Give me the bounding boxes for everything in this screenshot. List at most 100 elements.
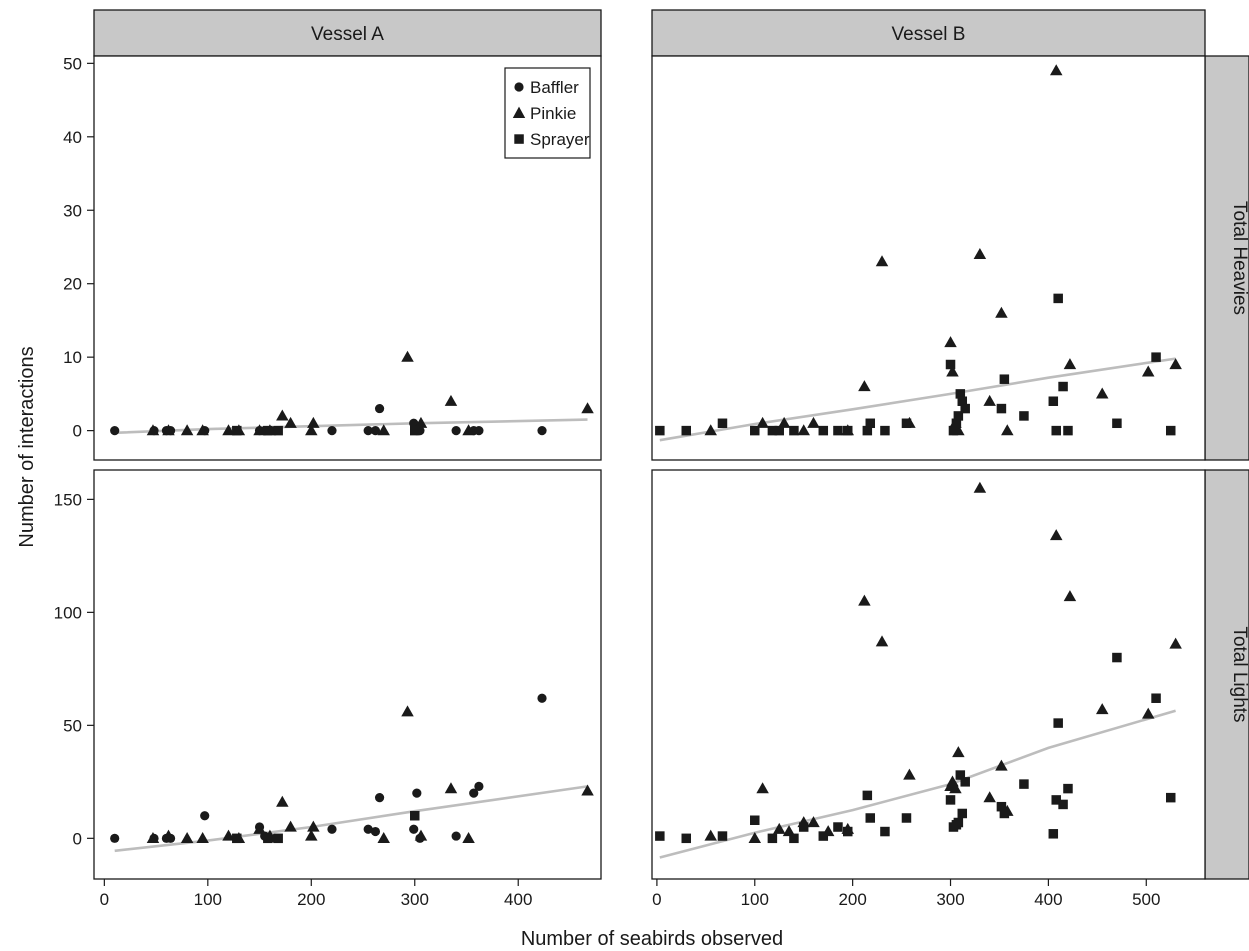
strip-label-vessel-b: Vessel B bbox=[892, 24, 966, 45]
point-vessel-b-total-lights-sprayer-8 bbox=[833, 822, 843, 832]
point-vessel-b-total-lights-pinkie-17 bbox=[983, 791, 996, 803]
point-vessel-b-total-lights-pinkie-10 bbox=[875, 635, 889, 647]
point-vessel-b-total-lights-pinkie-9 bbox=[858, 594, 871, 606]
point-vessel-a-total-heavies-pinkie-12 bbox=[377, 424, 390, 436]
x-tick-label-vessel-a-total-lights-300: 300 bbox=[401, 890, 429, 909]
point-vessel-b-total-lights-sprayer-1 bbox=[681, 833, 692, 844]
point-vessel-b-total-heavies-pinkie-7 bbox=[875, 255, 889, 267]
point-vessel-b-total-heavies-sprayer-4 bbox=[767, 425, 778, 436]
point-vessel-b-total-lights-sprayer-26 bbox=[1053, 718, 1063, 728]
point-vessel-b-total-heavies-sprayer-0 bbox=[655, 425, 665, 436]
point-vessel-a-total-lights-pinkie-11 bbox=[307, 820, 320, 832]
point-vessel-a-total-lights-pinkie-0 bbox=[146, 831, 160, 843]
x-axis-title: Number of seabirds observed bbox=[521, 928, 783, 950]
point-vessel-a-total-lights-pinkie-12 bbox=[377, 831, 390, 843]
strip-label-total-heavies: Total Heavies bbox=[1229, 201, 1249, 315]
point-vessel-a-total-heavies-pinkie-0 bbox=[146, 424, 160, 436]
y-axis-title: Number of interactions bbox=[16, 346, 38, 547]
strip-vessel-b bbox=[651, 9, 1206, 57]
point-vessel-b-total-lights-sprayer-18 bbox=[955, 770, 966, 780]
point-vessel-a-total-lights-pinkie-2 bbox=[180, 831, 194, 843]
point-vessel-b-total-lights-sprayer-0 bbox=[655, 831, 665, 841]
point-vessel-a-total-lights-baffler-15 bbox=[451, 831, 461, 841]
point-vessel-a-total-lights-sprayer-3 bbox=[410, 810, 420, 821]
point-vessel-b-total-heavies-pinkie-18 bbox=[1063, 358, 1077, 370]
point-vessel-a-total-lights-pinkie-15 bbox=[444, 782, 458, 794]
y-tick-label-vessel-a-total-lights-100: 100 bbox=[54, 603, 82, 622]
point-vessel-a-total-lights-baffler-11 bbox=[374, 793, 385, 803]
point-vessel-b-total-heavies-sprayer-13 bbox=[901, 418, 912, 429]
point-vessel-a-total-lights-pinkie-16 bbox=[462, 831, 475, 843]
point-vessel-b-total-heavies-sprayer-1 bbox=[681, 425, 692, 436]
point-vessel-b-total-heavies-pinkie-21 bbox=[1169, 358, 1182, 370]
point-vessel-a-total-lights-pinkie-8 bbox=[276, 795, 289, 807]
point-vessel-a-total-heavies-pinkie-4 bbox=[222, 424, 235, 436]
point-vessel-a-total-lights-sprayer-2 bbox=[273, 833, 283, 844]
point-vessel-a-total-lights-sprayer-1 bbox=[263, 833, 273, 844]
point-vessel-b-total-heavies-pinkie-3 bbox=[797, 424, 810, 436]
point-vessel-b-total-lights-pinkie-15 bbox=[952, 746, 965, 758]
point-vessel-a-total-heavies-pinkie-6 bbox=[253, 424, 266, 436]
point-vessel-b-total-heavies-sprayer-26 bbox=[1053, 293, 1063, 304]
trend-line-vessel-b-total-lights bbox=[659, 709, 1176, 859]
point-vessel-b-total-heavies-pinkie-15 bbox=[995, 306, 1008, 318]
point-vessel-b-total-lights-pinkie-23 bbox=[1141, 707, 1155, 719]
y-tick-label-vessel-a-total-heavies-40: 40 bbox=[63, 128, 82, 147]
point-vessel-b-total-heavies-sprayer-5 bbox=[774, 425, 784, 436]
legend: Baffler Pinkie Sprayer bbox=[504, 67, 591, 159]
y-tick-label-vessel-a-total-lights-150: 150 bbox=[54, 490, 82, 509]
point-vessel-b-total-lights-sprayer-23 bbox=[1019, 779, 1029, 789]
point-vessel-a-total-lights-baffler-13 bbox=[412, 788, 422, 798]
point-vessel-b-total-heavies-sprayer-2 bbox=[717, 418, 728, 429]
point-vessel-b-total-lights-sprayer-25 bbox=[1051, 795, 1061, 805]
legend-label-baffler: Baffler bbox=[530, 78, 579, 97]
point-vessel-a-total-heavies-pinkie-11 bbox=[307, 416, 320, 428]
strip-label-total-lights: Total Lights bbox=[1229, 626, 1249, 722]
point-vessel-a-total-heavies-sprayer-3 bbox=[410, 425, 420, 436]
x-tick-label-vessel-a-total-lights-100: 100 bbox=[194, 890, 222, 909]
point-vessel-b-total-heavies-sprayer-11 bbox=[865, 418, 876, 429]
point-vessel-a-total-heavies-baffler-10 bbox=[370, 426, 381, 436]
point-vessel-b-total-heavies-sprayer-18 bbox=[955, 389, 966, 399]
point-vessel-a-total-heavies-pinkie-10 bbox=[305, 424, 318, 436]
x-tick-label-vessel-b-total-lights-100: 100 bbox=[741, 890, 769, 909]
point-vessel-b-total-lights-pinkie-2 bbox=[756, 782, 769, 794]
point-vessel-b-total-lights-pinkie-6 bbox=[807, 816, 820, 828]
point-vessel-b-total-lights-sprayer-6 bbox=[798, 822, 809, 832]
point-vessel-b-total-lights-sprayer-10 bbox=[862, 790, 873, 801]
point-vessel-a-total-heavies-sprayer-1 bbox=[263, 425, 273, 436]
point-vessel-b-total-heavies-sprayer-23 bbox=[1019, 411, 1029, 421]
point-vessel-b-total-lights-pinkie-14 bbox=[949, 782, 962, 794]
point-vessel-b-total-lights-sprayer-31 bbox=[1165, 792, 1176, 803]
point-vessel-b-total-lights-pinkie-11 bbox=[903, 768, 916, 780]
strip-label-vessel-a: Vessel A bbox=[311, 24, 384, 45]
point-vessel-a-total-heavies-baffler-12 bbox=[409, 418, 419, 428]
point-vessel-b-total-lights-sprayer-21 bbox=[996, 801, 1007, 812]
point-vessel-a-total-heavies-baffler-15 bbox=[451, 426, 461, 436]
point-vessel-b-total-heavies-pinkie-1 bbox=[756, 416, 769, 428]
point-vessel-a-total-heavies-baffler-18 bbox=[537, 426, 547, 436]
point-vessel-b-total-heavies-sprayer-22 bbox=[999, 374, 1010, 384]
chart-panels: Vessel A Vessel B Total Heavies Total Light… bbox=[54, 9, 1249, 909]
point-vessel-a-total-lights-pinkie-17 bbox=[581, 784, 594, 796]
point-vessel-b-total-lights-pinkie-18 bbox=[995, 759, 1008, 771]
point-vessel-a-total-heavies-sprayer-0 bbox=[232, 425, 242, 436]
point-vessel-b-total-lights-sprayer-27 bbox=[1058, 799, 1068, 810]
point-vessel-a-total-heavies-baffler-9 bbox=[363, 426, 373, 436]
x-tick-label-vessel-a-total-lights-400: 400 bbox=[504, 890, 532, 909]
strip-vessel-a bbox=[93, 9, 602, 57]
point-vessel-b-total-heavies-sprayer-20 bbox=[960, 403, 970, 414]
panel-vessel-b-total-lights bbox=[651, 469, 1206, 880]
marks-vessel-b-total-lights bbox=[655, 481, 1182, 859]
point-vessel-a-total-heavies-pinkie-2 bbox=[180, 424, 194, 436]
point-vessel-a-total-heavies-pinkie-15 bbox=[444, 394, 458, 406]
point-vessel-b-total-heavies-sprayer-9 bbox=[843, 425, 853, 436]
legend-marker-sprayer bbox=[514, 134, 524, 144]
point-vessel-b-total-heavies-sprayer-21 bbox=[996, 403, 1007, 414]
point-vessel-b-total-lights-sprayer-30 bbox=[1151, 693, 1161, 703]
point-vessel-b-total-lights-sprayer-12 bbox=[880, 826, 890, 837]
point-vessel-b-total-heavies-sprayer-10 bbox=[862, 425, 873, 436]
point-vessel-a-total-heavies-pinkie-1 bbox=[162, 424, 175, 436]
x-tick-label-vessel-a-total-lights-200: 200 bbox=[297, 890, 325, 909]
point-vessel-a-total-lights-baffler-16 bbox=[469, 788, 479, 798]
